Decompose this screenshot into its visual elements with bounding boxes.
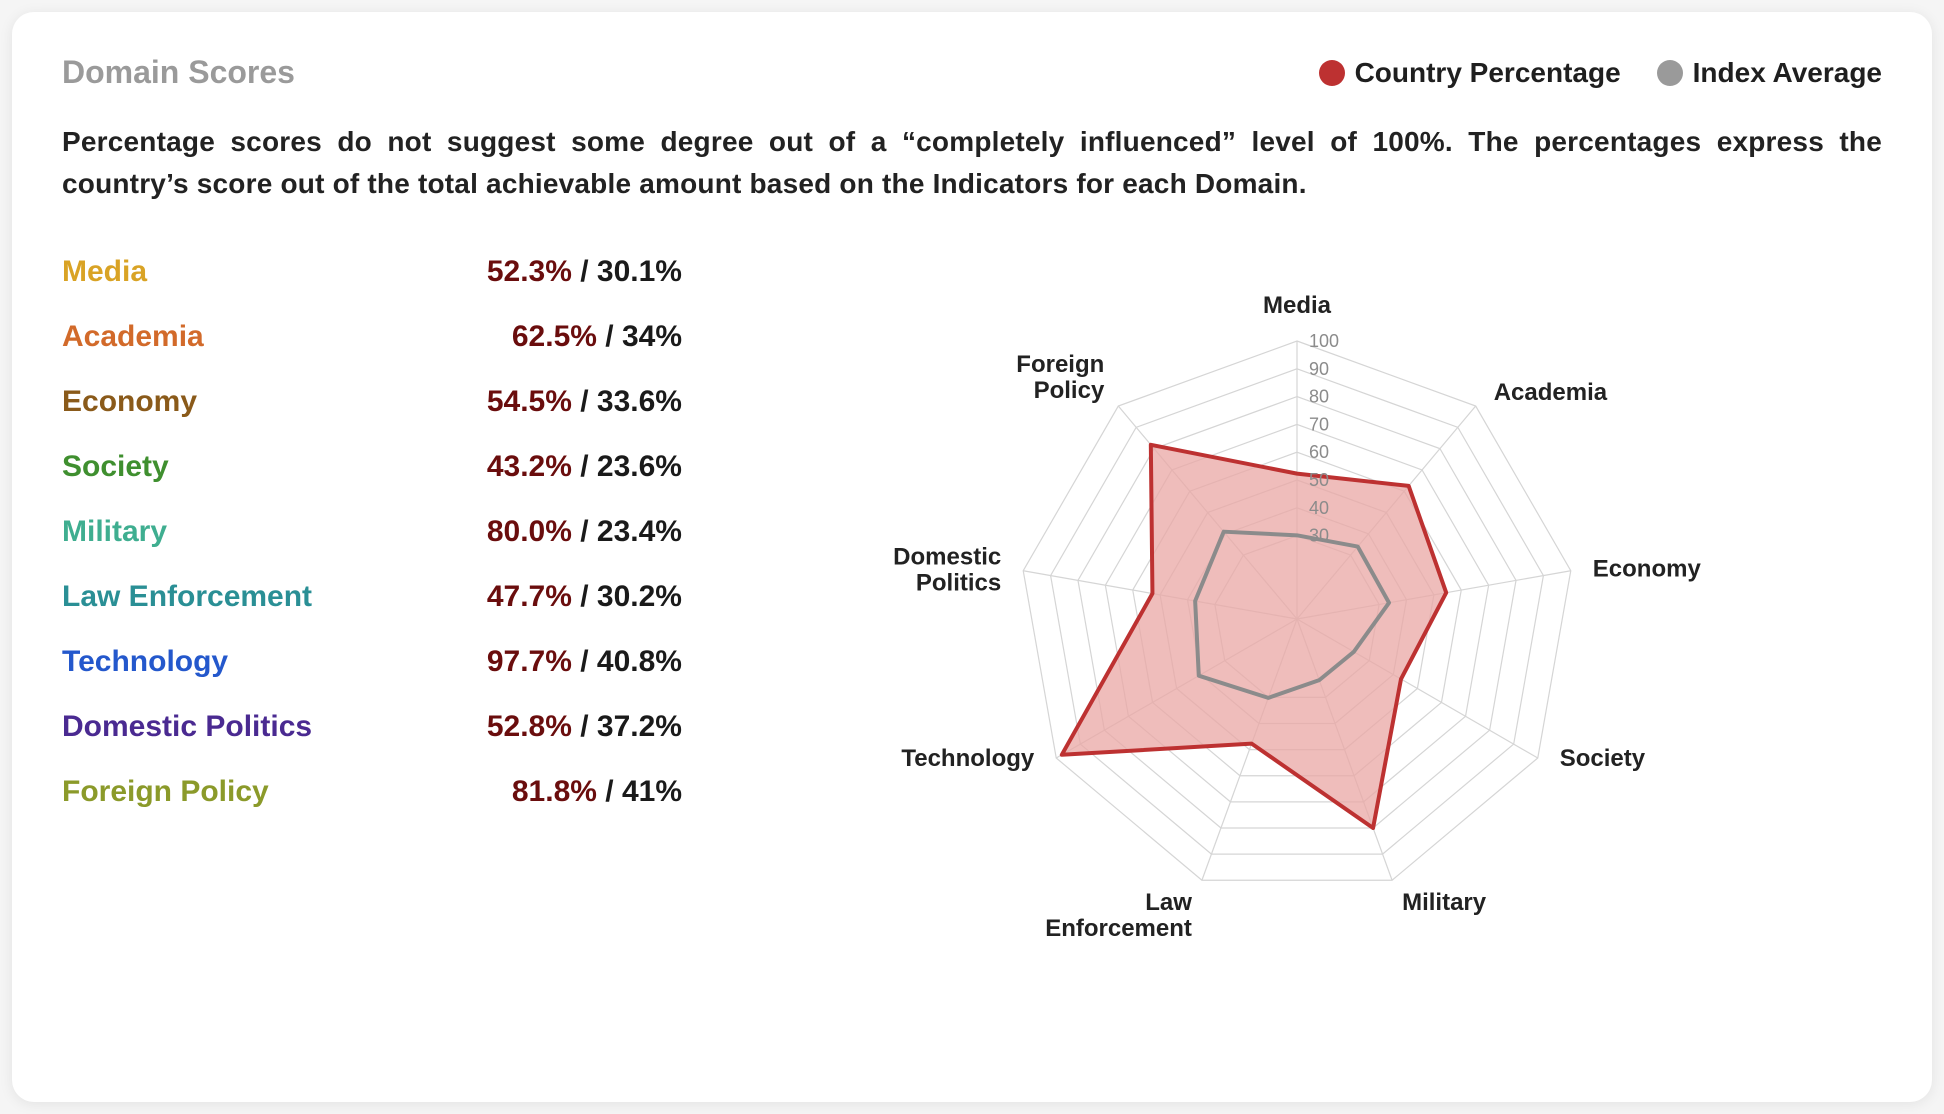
- radar-axis-label: ForeignPolicy: [1016, 351, 1105, 404]
- radar-ring-label: 60: [1309, 442, 1329, 462]
- legend-dot-country: [1319, 60, 1345, 86]
- domain-row: Law Enforcement 47.7% / 30.2%: [62, 580, 682, 614]
- radar-series-country: [1062, 445, 1446, 828]
- legend: Country Percentage Index Average: [1319, 57, 1882, 89]
- domain-values: 52.8% / 37.2%: [487, 710, 682, 744]
- radar-axis-label: LawEnforcement: [1045, 889, 1192, 942]
- domain-row: Economy 54.5% / 33.6%: [62, 385, 682, 419]
- radar-ring-label: 90: [1309, 359, 1329, 379]
- radar-ring-label: 80: [1309, 387, 1329, 407]
- domain-index-value: 33.6%: [597, 385, 682, 418]
- domain-row: Domestic Politics 52.8% / 37.2%: [62, 710, 682, 744]
- value-separator: /: [572, 645, 597, 678]
- domain-label: Foreign Policy: [62, 775, 269, 809]
- radar-chart-container: 30 40 50 60 70 80 90 100 Media Academia Economy Soc…: [682, 249, 1882, 1009]
- domain-values: 43.2% / 23.6%: [487, 450, 682, 484]
- domain-label: Law Enforcement: [62, 580, 312, 614]
- header-row: Domain Scores Country Percentage Index A…: [62, 54, 1882, 91]
- domain-values: 97.7% / 40.8%: [487, 645, 682, 679]
- domain-label: Technology: [62, 645, 228, 679]
- radar-ring-label: 30: [1309, 526, 1329, 546]
- radar-axis-label: Society: [1560, 745, 1646, 772]
- domain-row: Foreign Policy 81.8% / 41%: [62, 775, 682, 809]
- domain-country-value: 52.3%: [487, 255, 572, 288]
- domain-values: 54.5% / 33.6%: [487, 385, 682, 419]
- domain-country-value: 80.0%: [487, 515, 572, 548]
- domain-index-value: 34%: [622, 320, 682, 353]
- domain-country-value: 47.7%: [487, 580, 572, 613]
- domain-country-value: 81.8%: [512, 775, 597, 808]
- domain-label: Domestic Politics: [62, 710, 312, 744]
- value-separator: /: [597, 320, 622, 353]
- domain-country-value: 97.7%: [487, 645, 572, 678]
- domain-country-value: 54.5%: [487, 385, 572, 418]
- domain-values: 52.3% / 30.1%: [487, 255, 682, 289]
- domain-scores-card: Domain Scores Country Percentage Index A…: [12, 12, 1932, 1102]
- value-separator: /: [572, 255, 597, 288]
- radar-axis-label: Media: [1263, 292, 1332, 319]
- domain-values: 81.8% / 41%: [512, 775, 682, 809]
- domain-index-value: 23.4%: [597, 515, 682, 548]
- domain-index-value: 41%: [622, 775, 682, 808]
- domain-label: Academia: [62, 320, 204, 354]
- domain-row: Society 43.2% / 23.6%: [62, 450, 682, 484]
- legend-item-index: Index Average: [1657, 57, 1882, 89]
- legend-label-country: Country Percentage: [1355, 57, 1621, 89]
- legend-dot-index: [1657, 60, 1683, 86]
- radar-axis-label: Technology: [901, 745, 1035, 772]
- domain-row: Military 80.0% / 23.4%: [62, 515, 682, 549]
- domain-table: Media 52.3% / 30.1% Academia 62.5% / 34% Eco…: [62, 249, 682, 1009]
- radar-ring-label: 50: [1309, 470, 1329, 490]
- value-separator: /: [572, 385, 597, 418]
- domain-index-value: 40.8%: [597, 645, 682, 678]
- value-separator: /: [572, 515, 597, 548]
- content-row: Media 52.3% / 30.1% Academia 62.5% / 34% Eco…: [62, 249, 1882, 1009]
- radar-axis-label: DomesticPolitics: [893, 544, 1001, 597]
- radar-ring-label: 100: [1309, 331, 1339, 351]
- value-separator: /: [572, 450, 597, 483]
- domain-row: Media 52.3% / 30.1%: [62, 255, 682, 289]
- description-text: Percentage scores do not suggest some de…: [62, 121, 1882, 205]
- domain-index-value: 37.2%: [597, 710, 682, 743]
- domain-row: Academia 62.5% / 34%: [62, 320, 682, 354]
- radar-ring-label: 70: [1309, 414, 1329, 434]
- domain-label: Economy: [62, 385, 197, 419]
- domain-index-value: 30.1%: [597, 255, 682, 288]
- domain-label: Media: [62, 255, 147, 289]
- domain-label: Society: [62, 450, 169, 484]
- domain-label: Military: [62, 515, 167, 549]
- domain-values: 47.7% / 30.2%: [487, 580, 682, 614]
- radar-axis-label: Military: [1402, 889, 1487, 916]
- value-separator: /: [572, 710, 597, 743]
- radar-axis-label: Economy: [1593, 556, 1702, 583]
- domain-country-value: 52.8%: [487, 710, 572, 743]
- legend-item-country: Country Percentage: [1319, 57, 1621, 89]
- radar-axis-label: Academia: [1494, 379, 1608, 406]
- domain-country-value: 62.5%: [512, 320, 597, 353]
- domain-index-value: 23.6%: [597, 450, 682, 483]
- value-separator: /: [597, 775, 622, 808]
- domain-values: 80.0% / 23.4%: [487, 515, 682, 549]
- value-separator: /: [572, 580, 597, 613]
- domain-index-value: 30.2%: [597, 580, 682, 613]
- card-title: Domain Scores: [62, 54, 295, 91]
- radar-chart: 30 40 50 60 70 80 90 100 Media Academia Economy Soc…: [757, 249, 1807, 1009]
- legend-label-index: Index Average: [1693, 57, 1882, 89]
- domain-country-value: 43.2%: [487, 450, 572, 483]
- radar-ring-label: 40: [1309, 498, 1329, 518]
- domain-values: 62.5% / 34%: [512, 320, 682, 354]
- domain-row: Technology 97.7% / 40.8%: [62, 645, 682, 679]
